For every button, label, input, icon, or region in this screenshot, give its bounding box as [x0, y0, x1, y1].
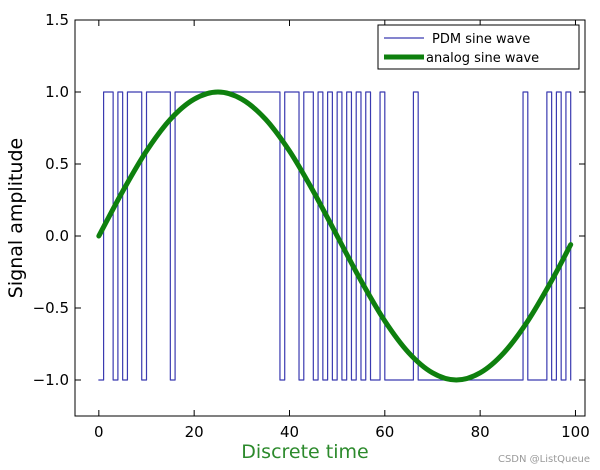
y-tick-label: 1.5: [45, 11, 69, 29]
y-tick-label: 0.0: [45, 227, 69, 245]
watermark: CSDN @ListQueue: [498, 454, 590, 465]
legend-label-pdm: PDM sine wave: [432, 32, 530, 47]
x-tick-label: 0: [94, 423, 104, 441]
legend: PDM sine wave analog sine wave: [377, 24, 580, 70]
y-tick-label: 1.0: [45, 83, 69, 101]
x-tick-label: 80: [471, 423, 490, 441]
series-layer: [96, 89, 574, 383]
legend-box: [377, 24, 580, 70]
y-axis-label: Signal amplitude: [5, 138, 27, 298]
x-tick-label: 20: [185, 423, 204, 441]
legend-label-analog: analog sine wave: [426, 51, 539, 66]
y-tick-label: 0.5: [45, 155, 69, 173]
y-tick-label: −0.5: [33, 299, 69, 317]
axes-frame: [74, 19, 586, 417]
x-axis-label: Discrete time: [241, 441, 368, 463]
x-tick-label: 60: [375, 423, 394, 441]
x-tick-label: 100: [561, 423, 590, 441]
x-tick-label: 40: [280, 423, 299, 441]
y-tick-label: −1.0: [33, 371, 69, 389]
ticks-layer: 0 20 40 60 80 100 −1.0 −0.5 0.0 0.5 1.0 1.5: [33, 11, 590, 441]
series-analog-line: [96, 89, 574, 383]
